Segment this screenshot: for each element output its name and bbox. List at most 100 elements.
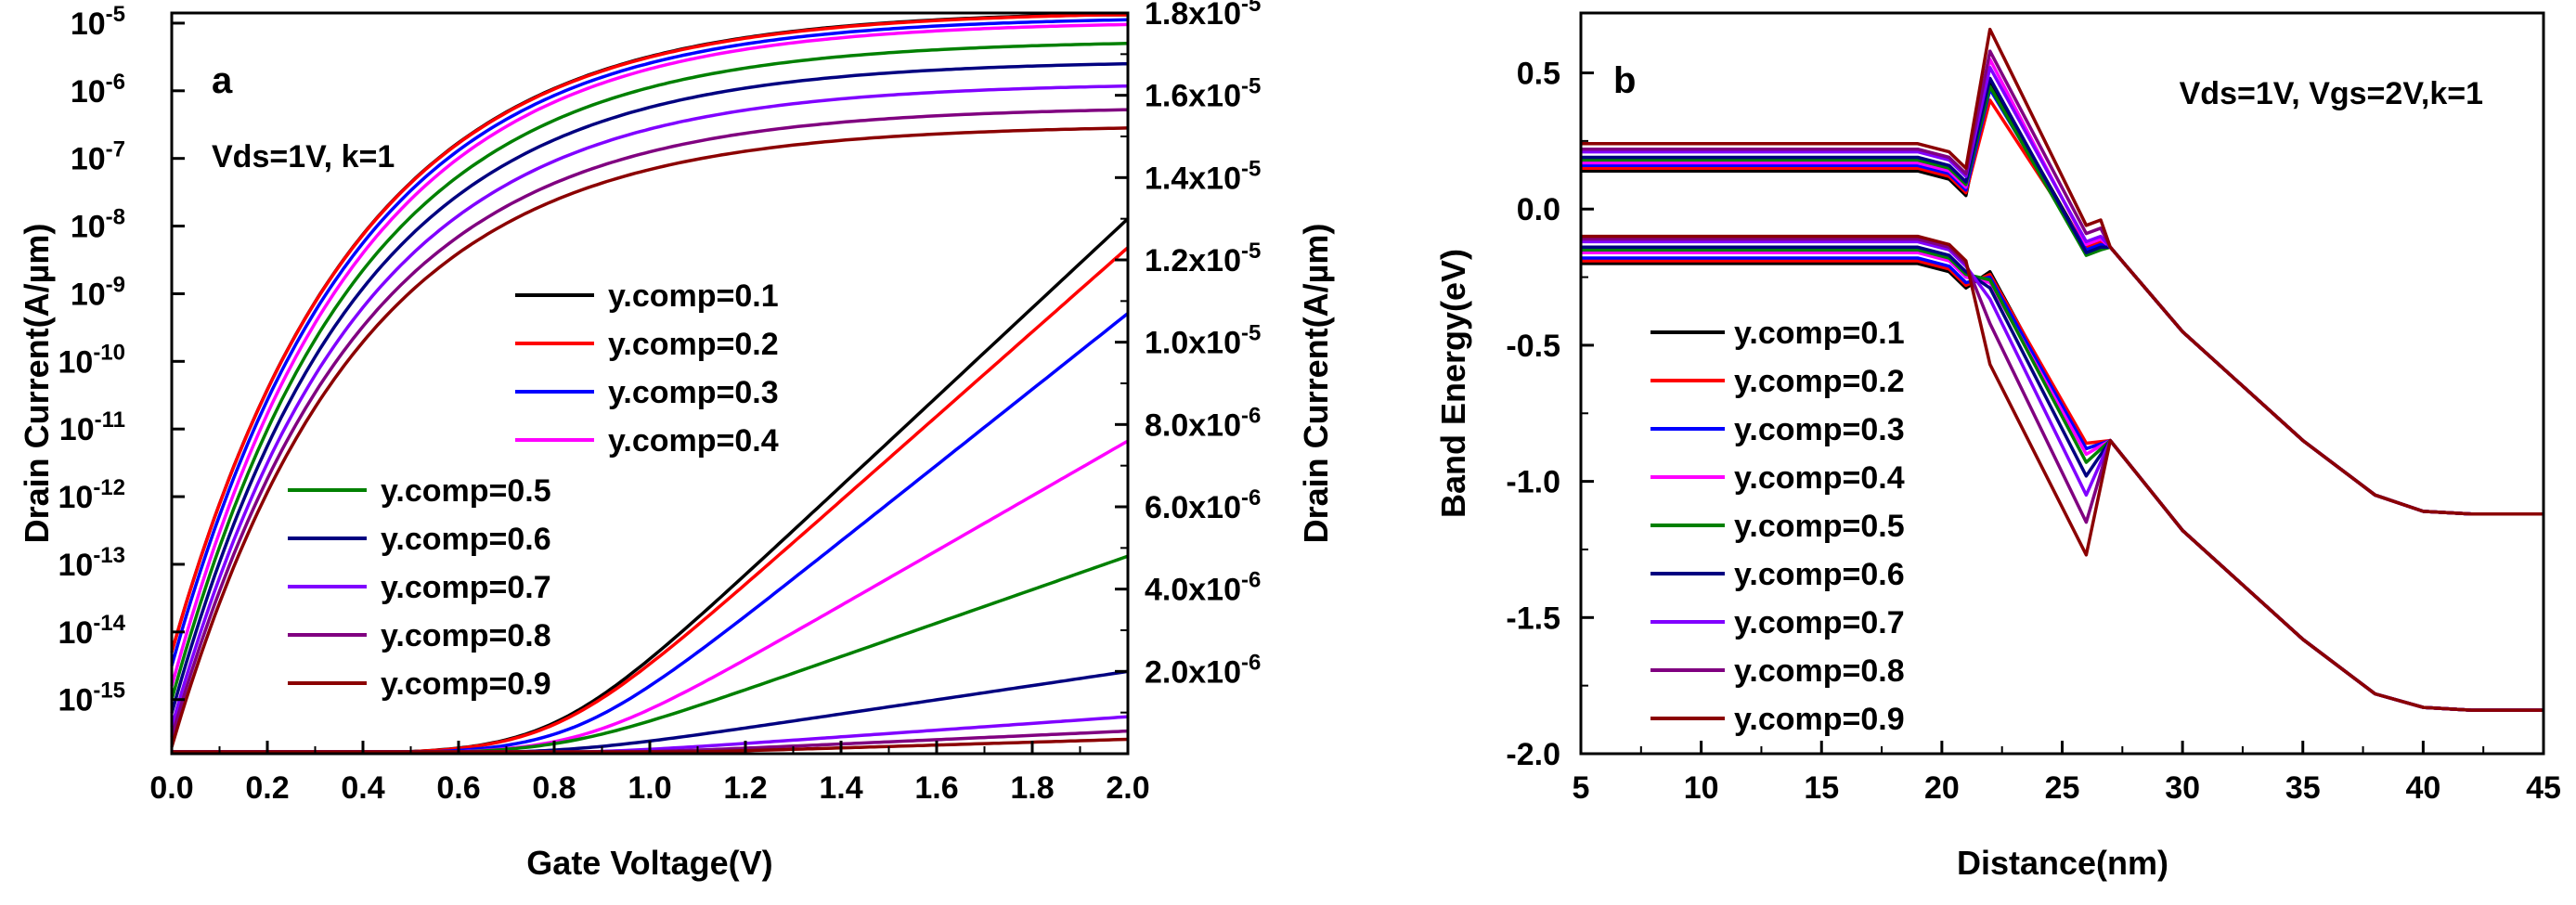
y-right-tick-label: 8.0x10-6 <box>1145 403 1261 443</box>
series-log-line <box>170 13 1128 653</box>
panel-b-series-group <box>1581 27 2544 712</box>
valence-band-line <box>1581 259 2544 712</box>
legend-label: y.comp=0.9 <box>381 666 551 702</box>
x-tick-label: 0.0 <box>149 770 193 806</box>
x-tick-label: 40 <box>2405 770 2440 806</box>
legend-label: y.comp=0.1 <box>608 278 779 314</box>
panel-a-y-axis-title-left: Drain Current(A/µm) <box>18 224 56 544</box>
x-tick-label: 0.2 <box>245 770 289 806</box>
y-tick-label: 0.5 <box>1517 57 1560 92</box>
y-tick-label: -0.5 <box>1506 329 1560 364</box>
panel-a-chart: 0.0 0.2 0.4 0.6 0.8 1.0 1.2 1.4 1.6 1.8 2.0 10-151… <box>18 0 1335 882</box>
conduction-band-line <box>1581 27 2544 516</box>
panel-b-x-ticks: 5 10 15 20 25 30 35 40 45 <box>1573 741 2561 806</box>
y-left-tick-label: 10-7 <box>71 137 125 177</box>
legend-label: y.comp=0.7 <box>381 570 551 605</box>
y-left-tick-label: 10-9 <box>71 272 125 312</box>
x-tick-label: 5 <box>1573 770 1590 806</box>
panel-b-y-ticks: 0.5 0.0 -0.5 -1.0 -1.5 -2.0 <box>1506 57 1594 772</box>
series-log-line <box>170 18 1129 666</box>
panel-a-y-axis-title-right: Drain Current(A/µm) <box>1297 224 1335 544</box>
x-tick-label: 0.6 <box>436 770 480 806</box>
y-right-tick-label: 2.0x10-6 <box>1145 650 1261 690</box>
legend-label: y.comp=0.2 <box>608 327 779 362</box>
panel-a-annotation: Vds=1V, k=1 <box>212 139 395 175</box>
panel-a-letter: a <box>212 60 233 101</box>
y-left-tick-label: 10-14 <box>58 611 125 651</box>
valence-band-line <box>1581 262 2544 712</box>
legend-label: y.comp=0.2 <box>1734 364 1905 399</box>
panel-a-x-axis-title: Gate Voltage(V) <box>526 844 772 882</box>
panel-a-y-ticks-right: 2.0x10-6 4.0x10-6 6.0x10-6 8.0x10-6 1.0x10-5… <box>1115 0 1261 714</box>
y-right-tick-label: 6.0x10-6 <box>1145 485 1261 525</box>
y-left-tick-label: 10-11 <box>59 407 125 447</box>
y-left-tick-label: 10-15 <box>58 679 125 718</box>
legend-label: y.comp=0.6 <box>381 522 551 557</box>
y-right-tick-label: 1.6x10-5 <box>1145 74 1261 114</box>
legend-label: y.comp=0.6 <box>1734 557 1905 592</box>
x-tick-label: 1.6 <box>914 770 958 806</box>
series-log-line <box>170 126 1129 748</box>
legend-label: y.comp=0.4 <box>608 423 779 459</box>
valence-band-line <box>1581 248 2544 712</box>
panel-b-y-axis-title: Band Energy(eV) <box>1434 249 1472 518</box>
panel-b-annotation: Vds=1V, Vgs=2V,k=1 <box>2180 76 2483 111</box>
y-tick-label: -2.0 <box>1506 737 1560 772</box>
panel-a-legend: y.comp=0.1 y.comp=0.2 y.comp=0.3 y.comp=0.4… <box>288 278 779 702</box>
panel-b-plot-frame <box>1579 11 2545 756</box>
series-log-line <box>170 22 1129 687</box>
valence-band-line <box>1581 234 2544 712</box>
x-tick-label: 20 <box>1924 770 1960 806</box>
legend-label: y.comp=0.4 <box>1734 460 1905 496</box>
y-tick-label: 0.0 <box>1517 192 1560 227</box>
y-tick-label: -1.5 <box>1506 601 1560 636</box>
y-right-tick-label: 1.4x10-5 <box>1145 156 1261 196</box>
panel-b-letter: b <box>1613 60 1636 101</box>
series-linear-line <box>172 439 1129 754</box>
valence-band-line <box>1581 237 2544 712</box>
legend-label: y.comp=0.1 <box>1734 316 1905 351</box>
x-tick-label: 30 <box>2165 770 2200 806</box>
legend-label: y.comp=0.5 <box>381 473 551 509</box>
legend-label: y.comp=0.8 <box>1734 653 1905 689</box>
y-left-tick-label: 10-13 <box>58 543 125 583</box>
y-right-tick-label: 4.0x10-6 <box>1145 568 1261 608</box>
y-left-tick-label: 10-5 <box>71 2 125 42</box>
panel-b-x-axis-title: Distance(nm) <box>1957 844 2168 882</box>
panel-a-x-ticks: 0.0 0.2 0.4 0.6 0.8 1.0 1.2 1.4 1.6 1.8 2.0 <box>149 741 1150 806</box>
legend-label: y.comp=0.3 <box>608 375 779 410</box>
x-tick-label: 0.4 <box>341 770 384 806</box>
y-left-tick-label: 10-12 <box>58 475 125 515</box>
series-log-line <box>170 108 1129 738</box>
x-tick-label: 45 <box>2526 770 2561 806</box>
y-right-tick-label: 1.8x10-5 <box>1145 0 1261 32</box>
legend-label: y.comp=0.3 <box>1734 412 1905 447</box>
x-tick-label: 10 <box>1684 770 1719 806</box>
panel-b-chart: 5 10 15 20 25 30 35 40 45 0.5 0.0 -0.5 -1.0 -1.5 -2.0… <box>1434 11 2561 882</box>
valence-band-line <box>1581 251 2544 712</box>
y-tick-label: -1.0 <box>1506 465 1560 500</box>
x-tick-label: 35 <box>2285 770 2321 806</box>
valence-band-line <box>1581 256 2544 712</box>
x-tick-label: 1.4 <box>819 770 862 806</box>
legend-label: y.comp=0.9 <box>1734 702 1905 737</box>
legend-label: y.comp=0.5 <box>1734 509 1905 544</box>
y-left-tick-label: 10-10 <box>58 340 125 380</box>
series-log-line <box>170 61 1129 714</box>
y-right-tick-label: 1.2x10-5 <box>1145 239 1261 278</box>
x-tick-label: 1.8 <box>1010 770 1054 806</box>
x-tick-label: 0.8 <box>532 770 576 806</box>
panel-a-y-ticks-left: 10-15 10-14 10-13 10-12 10-11 10-10 10-9 10-8 10… <box>58 2 185 718</box>
y-left-tick-label: 10-8 <box>71 205 125 245</box>
valence-band-line <box>1581 245 2544 712</box>
x-tick-label: 1.0 <box>628 770 671 806</box>
x-tick-label: 2.0 <box>1106 770 1149 806</box>
series-log-line <box>170 42 1129 701</box>
panel-b-legend: y.comp=0.1 y.comp=0.2 y.comp=0.3 y.comp=0.4… <box>1650 316 1905 737</box>
x-tick-label: 25 <box>2045 770 2080 806</box>
legend-label: y.comp=0.8 <box>381 618 551 653</box>
y-right-tick-label: 1.0x10-5 <box>1145 321 1261 361</box>
x-tick-label: 15 <box>1804 770 1839 806</box>
x-tick-label: 1.2 <box>723 770 767 806</box>
